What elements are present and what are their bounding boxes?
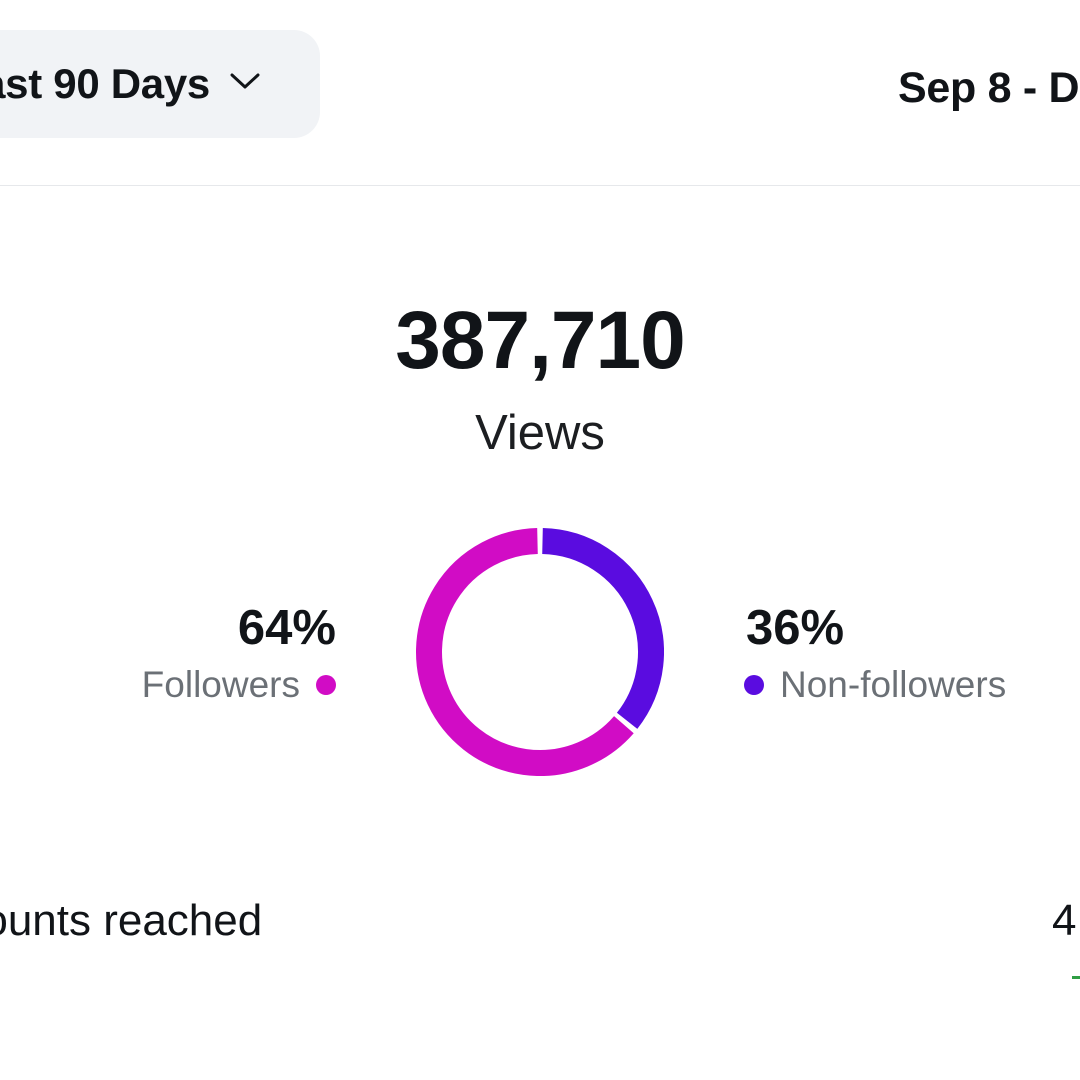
date-range-text: Sep 8 - Dec 6 (898, 64, 1080, 112)
accounts-reached-label: Accounts reached (0, 896, 263, 945)
followers-legend-label: Followers (141, 664, 300, 705)
followers-percent: 64% (237, 601, 336, 655)
accounts-reached-value: 4 (1052, 896, 1077, 945)
non-followers-percent: 36% (746, 601, 845, 655)
non-followers-legend: Non-followers (744, 664, 1006, 706)
views-total: 387,710 (395, 295, 685, 386)
date-range-selector[interactable]: Last 90 Days (0, 30, 320, 138)
non-followers-segment (541, 528, 664, 729)
followers-legend: Followers (142, 664, 336, 706)
non-followers-legend-label: Non-followers (780, 664, 1007, 705)
date-range-selector-label: Last 90 Days (0, 60, 210, 107)
views-total-label: Views (475, 406, 605, 460)
chevron-down-icon (230, 73, 260, 89)
followers-segment (416, 528, 634, 776)
non-followers-dot (744, 675, 764, 695)
trend-indicator (1072, 976, 1080, 979)
header-divider (0, 185, 1080, 186)
followers-dot (316, 675, 336, 695)
followers-donut-chart (416, 528, 664, 776)
